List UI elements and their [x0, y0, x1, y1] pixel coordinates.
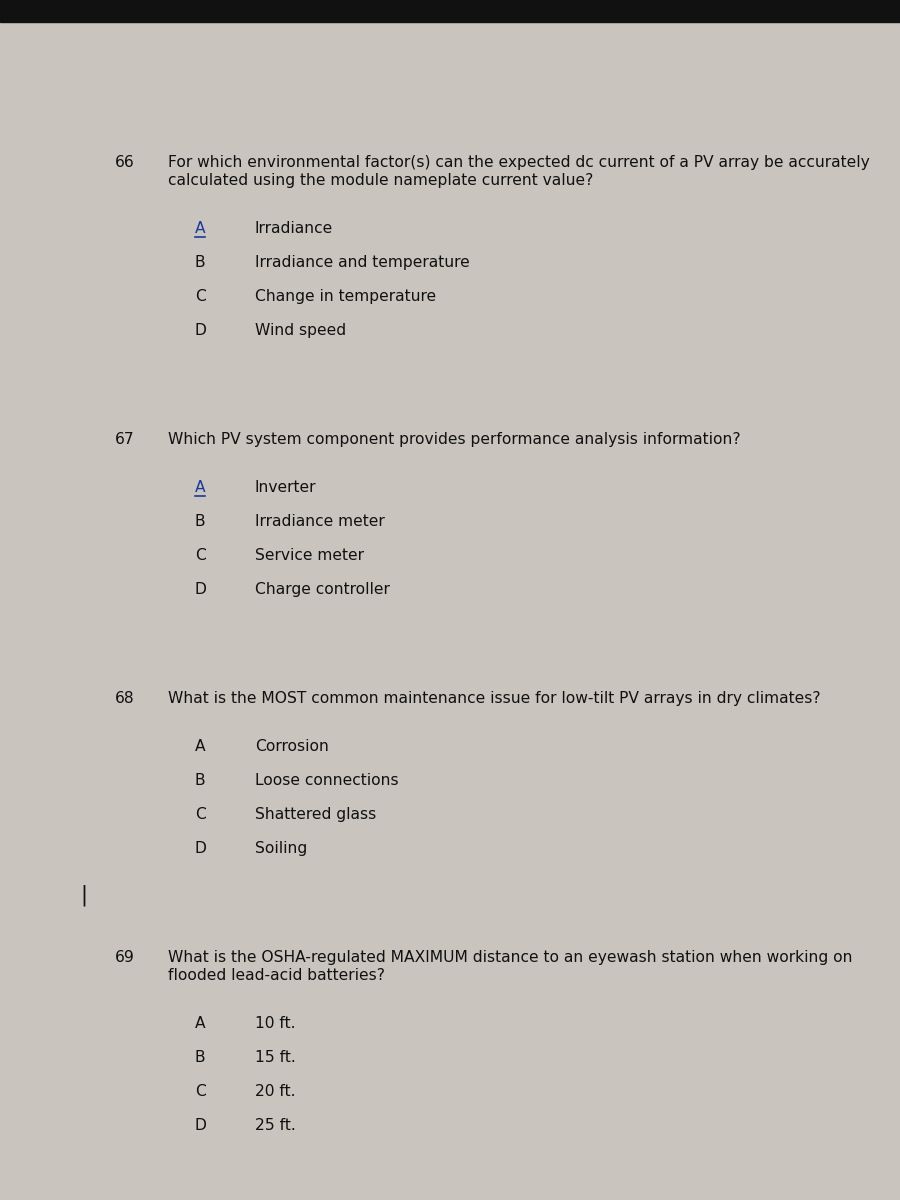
Text: Soiling: Soiling [255, 841, 307, 856]
Text: Shattered glass: Shattered glass [255, 806, 376, 822]
Text: 25 ft.: 25 ft. [255, 1118, 296, 1133]
Text: 68: 68 [115, 691, 135, 706]
Text: D: D [195, 841, 207, 856]
Text: B: B [195, 1050, 205, 1066]
Text: For which environmental factor(s) can the expected dc current of a PV array be a: For which environmental factor(s) can th… [168, 155, 869, 170]
Text: A: A [195, 480, 205, 494]
Text: 69: 69 [115, 950, 135, 965]
Text: Irradiance and temperature: Irradiance and temperature [255, 254, 470, 270]
Text: calculated using the module nameplate current value?: calculated using the module nameplate cu… [168, 173, 593, 188]
Text: Service meter: Service meter [255, 548, 364, 563]
Text: Loose connections: Loose connections [255, 773, 399, 788]
Text: C: C [195, 548, 206, 563]
Text: Which PV system component provides performance analysis information?: Which PV system component provides perfo… [168, 432, 741, 446]
Text: C: C [195, 289, 206, 304]
Text: B: B [195, 773, 205, 788]
Text: C: C [195, 806, 206, 822]
Text: |: | [80, 886, 87, 906]
Text: 20 ft.: 20 ft. [255, 1084, 295, 1099]
Text: A: A [195, 1016, 205, 1031]
Text: B: B [195, 514, 205, 529]
Bar [0, 0, 900, 22]
Text: 15 ft.: 15 ft. [255, 1050, 296, 1066]
Text: D: D [195, 323, 207, 338]
Text: A: A [195, 221, 205, 236]
Text: 66: 66 [115, 155, 135, 170]
Text: Inverter: Inverter [255, 480, 317, 494]
Text: Corrosion: Corrosion [255, 739, 328, 754]
Text: A: A [195, 739, 205, 754]
Text: What is the OSHA-regulated MAXIMUM distance to an eyewash station when working o: What is the OSHA-regulated MAXIMUM dista… [168, 950, 852, 965]
Text: D: D [195, 582, 207, 596]
Text: Wind speed: Wind speed [255, 323, 346, 338]
Text: C: C [195, 1084, 206, 1099]
Text: D: D [195, 1118, 207, 1133]
Text: Change in temperature: Change in temperature [255, 289, 436, 304]
Text: What is the MOST common maintenance issue for low-tilt PV arrays in dry climates: What is the MOST common maintenance issu… [168, 691, 821, 706]
Text: Irradiance meter: Irradiance meter [255, 514, 385, 529]
Text: Irradiance: Irradiance [255, 221, 333, 236]
Text: B: B [195, 254, 205, 270]
Text: 67: 67 [115, 432, 135, 446]
Text: 10 ft.: 10 ft. [255, 1016, 295, 1031]
Text: flooded lead-acid batteries?: flooded lead-acid batteries? [168, 968, 385, 983]
Text: Charge controller: Charge controller [255, 582, 390, 596]
